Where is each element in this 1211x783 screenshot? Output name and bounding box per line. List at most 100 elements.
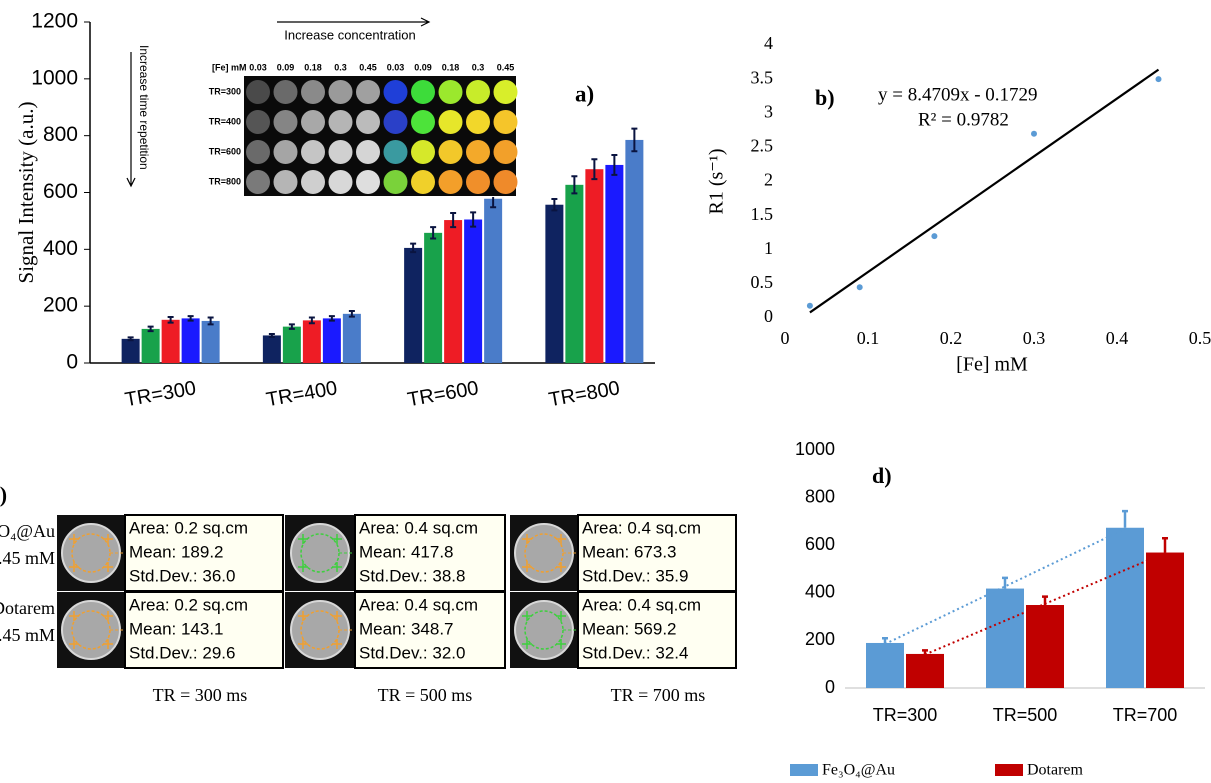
inset-sample — [439, 80, 463, 104]
x-tick-label: TR=800 — [547, 377, 621, 411]
point — [931, 233, 937, 239]
row-concentration: 0.45 mM — [0, 625, 55, 645]
y-tick-label: 3.5 — [751, 67, 774, 87]
bar — [182, 318, 200, 363]
bar — [444, 220, 462, 363]
inset-concentration: 0.09 — [414, 62, 432, 72]
y-tick-label: 2 — [764, 170, 773, 190]
measurement-text: Mean: 348.7 — [359, 619, 454, 638]
trendline-equation: y = 8.4709x - 0.1729 — [878, 84, 1038, 105]
error-bar — [1122, 511, 1128, 528]
inset-y-arrow-label: Increase time repetition — [137, 45, 151, 170]
legend-label: Fe₃O₄@Au — [822, 762, 895, 779]
inset-concentration: 0.18 — [304, 62, 322, 72]
inset-sample — [246, 140, 270, 164]
inset-sample — [329, 170, 353, 194]
bar — [464, 219, 482, 363]
inset-sample — [274, 110, 298, 134]
measurement-text: Area: 0.4 sq.cm — [582, 595, 701, 614]
x-tick-label: TR=400 — [265, 377, 339, 411]
measurement-text: Area: 0.4 sq.cm — [359, 595, 478, 614]
inset-sample — [301, 140, 325, 164]
x-tick-label: 0.3 — [1023, 328, 1046, 348]
inset-sample — [246, 80, 270, 104]
bar — [605, 165, 623, 363]
inset-sample — [439, 140, 463, 164]
legend-swatch — [995, 764, 1023, 776]
y-tick-label: 2.5 — [751, 136, 774, 156]
inset-x-arrow-label: Increase concentration — [284, 27, 416, 42]
bar — [283, 327, 301, 363]
inset-sample — [411, 170, 435, 194]
legend-label: Dotarem — [1027, 762, 1084, 779]
bar — [866, 643, 904, 688]
x-tick-label: TR=500 — [993, 705, 1058, 725]
bar — [142, 329, 160, 363]
x-tick-label: 0.2 — [940, 328, 963, 348]
point — [1156, 76, 1162, 82]
row-name: Dotarem — [0, 598, 55, 618]
inset-sample — [411, 140, 435, 164]
measurement-text: Std.Dev.: 32.4 — [582, 643, 688, 662]
inset-sample — [274, 80, 298, 104]
inset-sample — [329, 110, 353, 134]
measurement-text: Std.Dev.: 38.8 — [359, 566, 465, 585]
inset-sample — [466, 80, 490, 104]
inset-sample — [466, 170, 490, 194]
y-tick-label: 0 — [66, 351, 78, 374]
x-tick-label: 0.1 — [857, 328, 880, 348]
x-tick-label: TR=300 — [873, 705, 938, 725]
trendline — [810, 70, 1159, 313]
inset-sample — [274, 170, 298, 194]
inset-sample — [494, 140, 518, 164]
inset-sample — [384, 170, 408, 194]
bar — [343, 314, 361, 363]
error-bar — [882, 638, 888, 643]
inset-row-label: TR=300 — [209, 86, 241, 96]
error-bar — [922, 650, 928, 654]
y-tick-label: 4 — [764, 33, 773, 53]
inset-concentration: 0.3 — [334, 62, 347, 72]
y-tick-label: 1000 — [31, 66, 78, 89]
bar — [263, 335, 281, 363]
inset-sample — [384, 80, 408, 104]
inset-row-label: TR=800 — [209, 176, 241, 186]
y-tick-label: 400 — [43, 237, 78, 260]
inset-sample — [329, 80, 353, 104]
bar — [323, 318, 341, 363]
inset-y-arrow — [127, 52, 135, 186]
bar — [1146, 553, 1184, 688]
y-tick-label: 400 — [805, 582, 835, 602]
inset-sample — [411, 80, 435, 104]
y-tick-label: 800 — [43, 123, 78, 146]
measurement-text: Area: 0.2 sq.cm — [129, 518, 248, 537]
bar — [484, 199, 502, 363]
panel-label: c) — [0, 482, 7, 507]
inset-sample — [466, 110, 490, 134]
y-axis-label: R1 (s⁻¹) — [706, 149, 728, 215]
point — [857, 284, 863, 290]
inset-sample — [356, 80, 380, 104]
inset-sample — [466, 140, 490, 164]
page: {"chart_data": [ {"type": "bar", "label"… — [0, 0, 1211, 783]
y-tick-label: 600 — [43, 180, 78, 203]
panel-label: a) — [575, 81, 594, 106]
x-axis-label: [Fe] mM — [956, 354, 1028, 376]
bar — [404, 248, 422, 363]
y-tick-label: 1000 — [795, 439, 835, 459]
inset-concentration: 0.45 — [497, 62, 515, 72]
y-tick-label: 1.5 — [751, 204, 774, 224]
bar — [565, 185, 583, 363]
bar — [424, 233, 442, 363]
panel-label: d) — [872, 463, 892, 488]
bar — [303, 320, 321, 363]
inset-sample — [356, 170, 380, 194]
column-label: TR = 500 ms — [378, 685, 473, 705]
error-bar — [1162, 538, 1168, 552]
measurement-text: Area: 0.4 sq.cm — [359, 518, 478, 537]
y-axis-label: Signal Intensity (a.u.) — [14, 102, 38, 284]
y-tick-label: 800 — [805, 486, 835, 506]
inset-sample — [274, 140, 298, 164]
inset-sample — [411, 110, 435, 134]
error-bar — [289, 324, 295, 329]
